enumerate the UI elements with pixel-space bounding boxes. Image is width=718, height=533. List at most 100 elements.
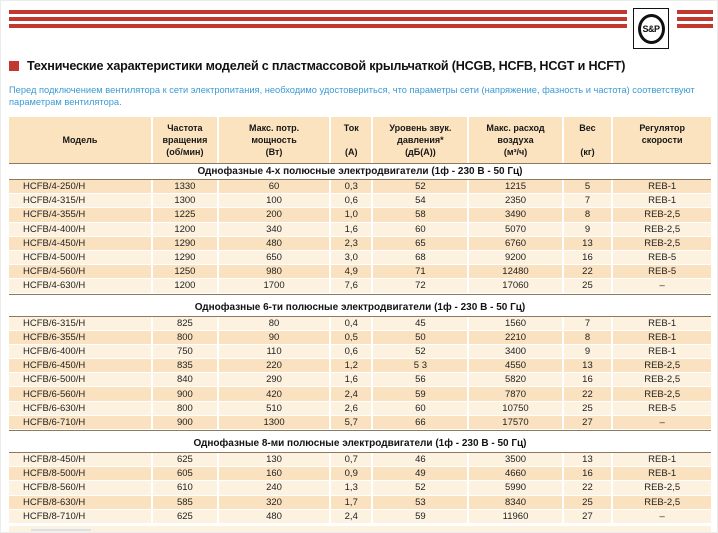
value-cell: 46 — [373, 453, 470, 467]
table-section: Однофазные 6-ти полюсные электродвигател… — [9, 293, 711, 430]
value-cell: 1,0 — [331, 208, 374, 222]
sp-logo: S&P — [633, 8, 669, 49]
value-cell: REB-5 — [648, 402, 677, 414]
value-cell: 52 — [373, 180, 470, 194]
model-cell: HCFB/4-630/H — [9, 279, 153, 293]
value-cell: 58 — [373, 208, 470, 222]
col-header-model: Модель — [9, 117, 153, 163]
value-cell: 80 — [219, 316, 332, 330]
sp-logo-text: S&P — [642, 23, 660, 34]
table-row: HCFB/6-630/H 800 510 2,6 60 10750 25 REB-5 — [9, 401, 711, 416]
page-title: Технические характеристики моделей с пла… — [27, 59, 626, 73]
table-row: HCFB/6-355/H 800 90 0,5 50 2210 8 REB-1 — [9, 330, 711, 345]
value-cell: 7 — [564, 194, 614, 208]
model-cell: HCFB/8-560/H — [9, 481, 153, 495]
value-cell: 980 — [219, 265, 332, 279]
value-cell: 1290 — [153, 250, 219, 265]
model-cell: HCFB/6-315/H — [9, 316, 153, 330]
value-cell: 0,7 — [331, 453, 374, 467]
value-cell: 8 — [564, 330, 614, 344]
value-cell: – — [659, 510, 665, 522]
value-cell: 1225 — [153, 208, 219, 222]
table-row: HCFB/4-400/H 1200 340 1,6 60 5070 9 REB-2,5 — [9, 222, 711, 237]
value-cell: 340 — [219, 222, 332, 236]
value-cell: 1,6 — [331, 222, 374, 236]
value-cell: 27 — [564, 415, 614, 429]
value-cell: 3400 — [469, 344, 564, 359]
value-cell: 480 — [219, 236, 332, 250]
table-row: HCFB/6-400/H 750 110 0,6 52 3400 9 REB-1 — [9, 344, 711, 360]
value-cell: 0,3 — [331, 180, 374, 194]
value-cell: 1560 — [469, 316, 564, 330]
model-cell: HCFB/6-710/H — [9, 415, 153, 429]
value-cell: 59 — [373, 387, 470, 401]
value-cell: REB-2,5 — [644, 374, 681, 386]
model-cell: HCFB/4-560/H — [9, 265, 153, 279]
value-cell: 25 — [564, 401, 614, 415]
value-cell: 1215 — [469, 180, 564, 194]
value-cell: 2,3 — [331, 236, 374, 250]
value-cell: 200 — [219, 208, 332, 222]
model-cell: HCFB/6-450/H — [9, 359, 153, 373]
value-cell: 1330 — [153, 180, 219, 194]
value-cell: REB-2,5 — [644, 237, 681, 249]
value-cell: 800 — [153, 330, 219, 344]
value-cell: 605 — [153, 467, 219, 481]
value-cell: 50 — [373, 330, 470, 344]
value-cell: 4,9 — [331, 265, 374, 279]
model-cell: HCFB/4-250/H — [9, 180, 153, 194]
value-cell: REB-1 — [648, 345, 677, 357]
value-cell: 420 — [219, 387, 332, 401]
value-cell: 1300 — [153, 194, 219, 208]
value-cell: 100 — [219, 194, 332, 208]
value-cell: 8340 — [469, 495, 564, 509]
value-cell: 56 — [373, 373, 470, 387]
model-cell: HCFB/8-630/H — [9, 495, 153, 509]
value-cell: 10750 — [469, 401, 564, 415]
section-title: Однофазные 6-ти полюсные электродвигател… — [9, 294, 711, 317]
value-cell: 320 — [219, 495, 332, 509]
table-row: HCFB/8-560/H 610 240 1,3 52 5990 22 REB-2,5 — [9, 481, 711, 496]
value-cell: 7870 — [469, 387, 564, 401]
model-cell: HCFB/4-315/H — [9, 194, 153, 208]
table-row: HCFB/4-630/H 1200 1700 7,6 72 17060 25 – — [9, 279, 711, 294]
table-row: HCFB/4-355/H 1225 200 1,0 58 3490 8 REB-2,5 — [9, 208, 711, 223]
value-cell: 610 — [153, 481, 219, 495]
value-cell: 13 — [564, 453, 614, 467]
value-cell: 1300 — [219, 415, 332, 429]
value-cell: 0,6 — [331, 344, 374, 359]
value-cell: 5070 — [469, 222, 564, 236]
table-row: HCFB/4-450/H 1290 480 2,3 65 6760 13 REB-2,5 — [9, 236, 711, 251]
value-cell: 2,6 — [331, 401, 374, 415]
value-cell: 1700 — [219, 279, 332, 293]
value-cell: 2,4 — [331, 387, 374, 401]
value-cell: 17570 — [469, 415, 564, 429]
value-cell: 510 — [219, 401, 332, 415]
value-cell: 835 — [153, 359, 219, 373]
model-cell: HCFB/4-355/H — [9, 208, 153, 222]
value-cell: – — [659, 280, 665, 292]
value-cell: 68 — [373, 250, 470, 265]
value-cell: 900 — [153, 415, 219, 429]
warning-note: Перед подключением вентилятора к сети эл… — [9, 85, 695, 107]
model-cell: HCFB/6-500/H — [9, 373, 153, 387]
value-cell: 750 — [153, 344, 219, 359]
value-cell: 240 — [219, 481, 332, 495]
value-cell: 60 — [373, 222, 470, 236]
model-cell: HCFB/6-355/H — [9, 330, 153, 344]
value-cell: 5 — [564, 180, 614, 194]
value-cell: 22 — [564, 481, 614, 495]
value-cell: – — [659, 416, 665, 428]
red-square-bullet-icon — [9, 61, 19, 71]
value-cell: REB-2,5 — [644, 388, 681, 400]
value-cell: 625 — [153, 509, 219, 523]
model-cell: HCFB/4-400/H — [9, 222, 153, 236]
value-cell: REB-1 — [648, 331, 677, 343]
col-header-power: Макс. потр. мощность (Вт) — [219, 117, 332, 163]
value-cell: 25 — [564, 279, 614, 293]
value-cell: 4660 — [469, 467, 564, 481]
model-cell: HCFB/6-560/H — [9, 387, 153, 401]
value-cell: REB-1 — [648, 317, 677, 329]
table-row: HCFB/8-450/H 625 130 0,7 46 3500 13 REB-1 — [9, 453, 711, 468]
